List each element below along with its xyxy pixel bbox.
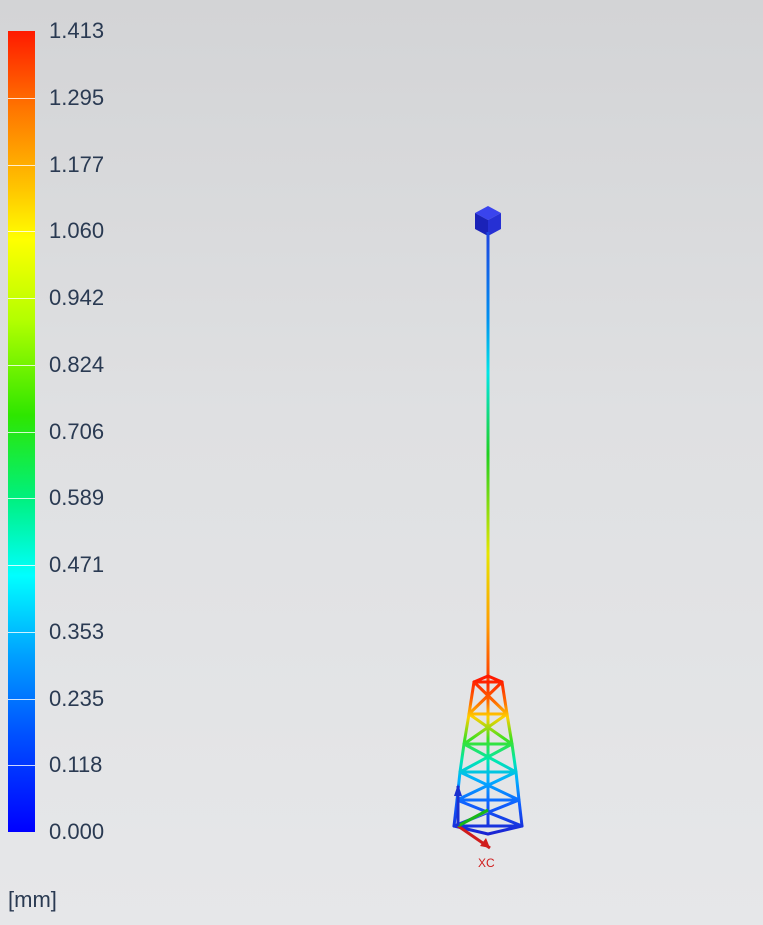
legend-label: 0.706 xyxy=(49,418,105,444)
legend-tick xyxy=(8,765,35,766)
truss-member[interactable] xyxy=(467,680,504,716)
legend-label: 0.471 xyxy=(49,552,105,577)
coordinate-triad: XC xyxy=(454,784,495,870)
legend-label: 0.942 xyxy=(49,285,105,310)
legend-label: 1.413 xyxy=(49,18,105,43)
truss-member[interactable] xyxy=(486,824,524,836)
legend-tick xyxy=(8,231,35,232)
truss-member[interactable] xyxy=(472,680,509,716)
y-axis-arrow xyxy=(457,808,489,828)
unit-label: [mm] xyxy=(8,887,57,912)
z-axis-arrowhead xyxy=(454,784,462,796)
x-axis-label: XC xyxy=(478,856,495,870)
legend-label: 1.295 xyxy=(49,84,105,110)
truss-member[interactable] xyxy=(472,674,490,684)
truss-member[interactable] xyxy=(467,680,476,716)
truss-member[interactable] xyxy=(467,712,514,746)
truss-member[interactable] xyxy=(458,742,466,774)
truss-member[interactable] xyxy=(486,674,504,684)
truss-member[interactable] xyxy=(462,712,509,746)
legend-label: 0.589 xyxy=(49,485,105,511)
truss-member[interactable] xyxy=(505,712,514,746)
legend-label: 1.060 xyxy=(49,218,105,244)
legend-tick xyxy=(8,165,35,166)
top-node-cube[interactable] xyxy=(475,206,501,236)
legend-tick xyxy=(8,98,35,99)
truss-member[interactable] xyxy=(514,770,521,802)
legend-label: 0.824 xyxy=(49,351,105,377)
legend-tick xyxy=(8,565,35,566)
legend-label: 0.118 xyxy=(49,752,103,778)
color-scale-bar xyxy=(8,31,35,832)
truss-member[interactable] xyxy=(510,742,518,774)
legend-label: 0.000 xyxy=(49,819,105,844)
truss-member[interactable] xyxy=(462,712,471,746)
x-axis-arrowhead xyxy=(480,838,490,848)
legend-tick xyxy=(8,632,35,633)
legend-label: 1.177 xyxy=(49,151,105,177)
legend-tick xyxy=(8,699,35,700)
legend-tick xyxy=(8,432,35,433)
truss-member[interactable] xyxy=(458,742,514,774)
truss-member[interactable] xyxy=(500,680,509,716)
truss-member[interactable] xyxy=(462,742,518,774)
legend-label: 0.235 xyxy=(49,685,105,711)
legend-tick xyxy=(8,365,35,366)
legend-tick xyxy=(8,298,35,299)
legend-tick xyxy=(8,498,35,499)
truss-member[interactable] xyxy=(517,798,524,828)
legend-label: 0.353 xyxy=(49,618,105,644)
